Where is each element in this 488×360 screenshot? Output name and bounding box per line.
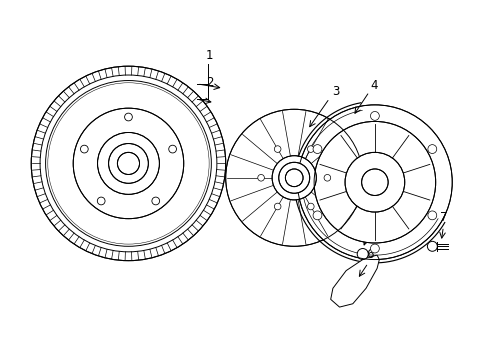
Circle shape bbox=[168, 145, 176, 153]
Text: 1: 1 bbox=[205, 49, 213, 62]
Text: 2: 2 bbox=[205, 76, 213, 89]
Circle shape bbox=[117, 152, 139, 175]
Circle shape bbox=[152, 197, 159, 205]
Circle shape bbox=[278, 162, 309, 193]
Circle shape bbox=[97, 132, 159, 194]
Circle shape bbox=[312, 145, 321, 153]
Circle shape bbox=[124, 113, 132, 121]
Circle shape bbox=[427, 145, 436, 153]
Circle shape bbox=[271, 156, 316, 200]
Circle shape bbox=[73, 108, 183, 219]
Circle shape bbox=[361, 169, 387, 195]
Circle shape bbox=[345, 152, 404, 212]
Circle shape bbox=[370, 244, 379, 253]
Polygon shape bbox=[330, 255, 379, 307]
Circle shape bbox=[285, 169, 303, 186]
Circle shape bbox=[370, 112, 379, 120]
Circle shape bbox=[257, 175, 264, 181]
Circle shape bbox=[307, 203, 313, 210]
Circle shape bbox=[297, 105, 451, 260]
Circle shape bbox=[357, 248, 367, 260]
Circle shape bbox=[313, 121, 435, 243]
Text: 4: 4 bbox=[370, 78, 377, 91]
Circle shape bbox=[307, 146, 313, 152]
Text: 6: 6 bbox=[366, 248, 373, 261]
Circle shape bbox=[81, 145, 88, 153]
Circle shape bbox=[427, 211, 436, 220]
Circle shape bbox=[274, 203, 281, 210]
Circle shape bbox=[225, 109, 362, 246]
Text: 3: 3 bbox=[331, 85, 339, 98]
Circle shape bbox=[324, 175, 330, 181]
Circle shape bbox=[427, 241, 436, 251]
Circle shape bbox=[312, 211, 321, 220]
Circle shape bbox=[40, 75, 217, 252]
Circle shape bbox=[108, 144, 148, 183]
Circle shape bbox=[31, 66, 225, 261]
Text: 7: 7 bbox=[439, 211, 447, 224]
Circle shape bbox=[97, 197, 105, 205]
Text: 5: 5 bbox=[364, 219, 371, 232]
Circle shape bbox=[274, 146, 281, 152]
